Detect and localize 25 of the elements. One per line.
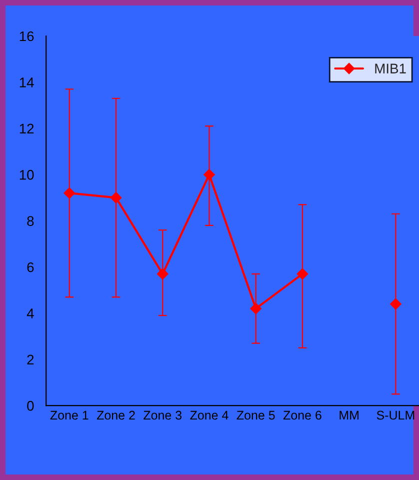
x-tick-label: Zone 2 <box>96 410 135 420</box>
point <box>110 192 122 204</box>
y-tick-label: 6 <box>27 262 34 272</box>
y-tick-label: 16 <box>20 31 34 42</box>
x-tick-label: Zone 1 <box>50 410 88 420</box>
point <box>250 302 262 314</box>
x-tick-label: Zone 3 <box>144 410 182 420</box>
x-tick-label: Zone 5 <box>236 410 275 420</box>
y-tick-label: 4 <box>26 308 34 318</box>
point <box>64 187 75 199</box>
y-tick-label: 2 <box>27 354 34 364</box>
x-tick-label: S-ULM <box>376 410 414 420</box>
y-tick-label: 8 <box>27 216 34 226</box>
point <box>296 268 308 280</box>
point <box>157 268 168 280</box>
y-tick-label: 14 <box>20 78 34 88</box>
x-tick-label: MM <box>340 410 358 420</box>
y-tick-label: 12 <box>20 124 34 134</box>
y-tick-label: 10 <box>20 170 34 180</box>
x-tick-label: Zone 6 <box>283 410 322 420</box>
point <box>390 298 402 310</box>
legend-label: MIB1 <box>375 64 406 74</box>
point <box>204 168 215 180</box>
x-tick-label: Zone 4 <box>190 410 228 420</box>
y-tick-label: 0 <box>27 400 34 411</box>
